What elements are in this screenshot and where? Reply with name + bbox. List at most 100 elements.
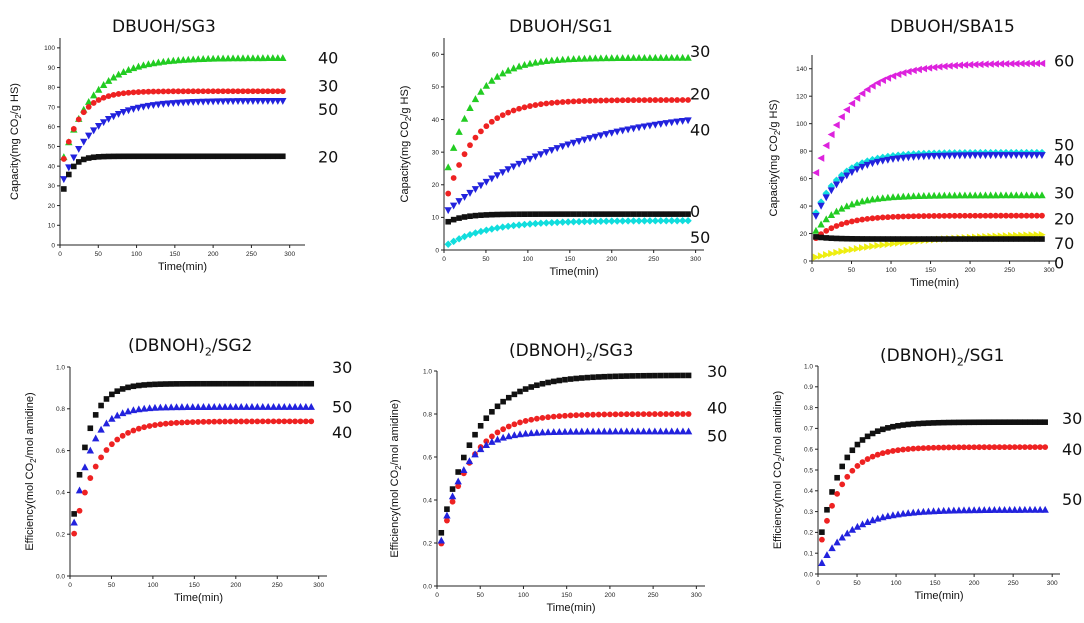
data-point (82, 489, 88, 496)
data-point (674, 411, 681, 417)
data-point (608, 129, 616, 137)
data-point (159, 57, 168, 65)
data-point (548, 218, 556, 227)
data-point (134, 104, 143, 112)
data-point (162, 403, 170, 411)
series-20 (61, 153, 286, 192)
data-point (279, 88, 286, 95)
y-tick-label: 0.4 (804, 488, 813, 495)
data-point (461, 151, 468, 158)
data-point (264, 97, 272, 105)
x-tick-label: 50 (848, 267, 856, 274)
x-tick-label: 200 (969, 580, 980, 587)
data-point (575, 54, 583, 62)
data-point (1000, 505, 1009, 513)
data-point (445, 190, 452, 197)
data-point (863, 161, 872, 169)
data-point (235, 88, 241, 95)
data-point (548, 100, 555, 106)
data-point (607, 373, 613, 380)
data-point (946, 236, 953, 242)
data-point (543, 100, 550, 107)
y-tick-label: 0.2 (56, 532, 65, 539)
data-point (438, 529, 445, 536)
data-point (255, 153, 261, 160)
chart-title-1: DBUOH/SG3 (112, 17, 216, 37)
data-point (537, 57, 545, 65)
data-point (995, 506, 1004, 513)
data-point (254, 98, 262, 105)
data-point (180, 88, 187, 95)
data-point (249, 98, 257, 105)
data-point (103, 447, 110, 453)
x-tick-label: 200 (208, 251, 219, 258)
data-point (244, 54, 252, 62)
data-point (466, 189, 474, 197)
data-point (843, 202, 851, 210)
data-point (869, 215, 876, 222)
series-label-40: 40 (332, 423, 352, 442)
data-point (614, 211, 620, 217)
y-tick-label: 0.6 (56, 448, 65, 455)
data-point (488, 438, 496, 445)
data-point (812, 226, 820, 234)
data-point (125, 429, 131, 436)
data-point (550, 428, 558, 436)
data-point (564, 55, 572, 63)
data-point (566, 427, 575, 435)
data-point (556, 377, 563, 384)
data-point (219, 98, 227, 106)
data-point (945, 191, 954, 199)
x-tick-label: 0 (810, 267, 814, 274)
data-point (612, 411, 619, 418)
data-point (139, 103, 148, 111)
data-point (292, 418, 298, 425)
data-point (270, 418, 277, 425)
data-point (580, 217, 589, 226)
data-point (1038, 152, 1046, 159)
x-tick-label: 50 (477, 592, 485, 599)
data-point (274, 88, 281, 95)
data-point (859, 216, 866, 223)
data-point (921, 236, 927, 242)
data-point (553, 56, 561, 63)
x-tick-label: 200 (606, 256, 617, 263)
data-point (1023, 236, 1030, 242)
data-point (82, 444, 88, 451)
data-point (971, 419, 977, 426)
data-point (245, 153, 251, 160)
data-point (838, 533, 846, 541)
data-point (449, 498, 456, 505)
data-point (981, 191, 990, 199)
data-point (685, 211, 691, 217)
data-point (265, 153, 271, 160)
data-point (307, 403, 315, 410)
data-point (894, 510, 902, 518)
y-tick-label: 30 (432, 149, 440, 156)
data-point (595, 374, 602, 380)
data-point (99, 119, 108, 127)
data-point (951, 236, 958, 242)
data-point (572, 427, 580, 435)
data-point (597, 54, 605, 62)
y-tick-label: 0 (803, 258, 807, 265)
data-point (931, 236, 937, 242)
data-point (1007, 191, 1015, 199)
data-point (1021, 444, 1028, 451)
y-tick-label: 0.4 (423, 497, 432, 504)
data-point (85, 98, 93, 105)
data-point (591, 133, 600, 141)
data-point (467, 213, 473, 219)
data-point (945, 506, 953, 514)
data-point (833, 223, 840, 229)
data-point (103, 396, 110, 402)
data-point (590, 374, 596, 381)
data-point (274, 97, 282, 105)
data-point (579, 375, 585, 381)
data-point (238, 418, 245, 425)
y-tick-label: 60 (432, 52, 440, 59)
data-point (1022, 191, 1031, 199)
data-point (629, 373, 636, 379)
data-point (95, 154, 102, 160)
data-point (914, 192, 923, 199)
